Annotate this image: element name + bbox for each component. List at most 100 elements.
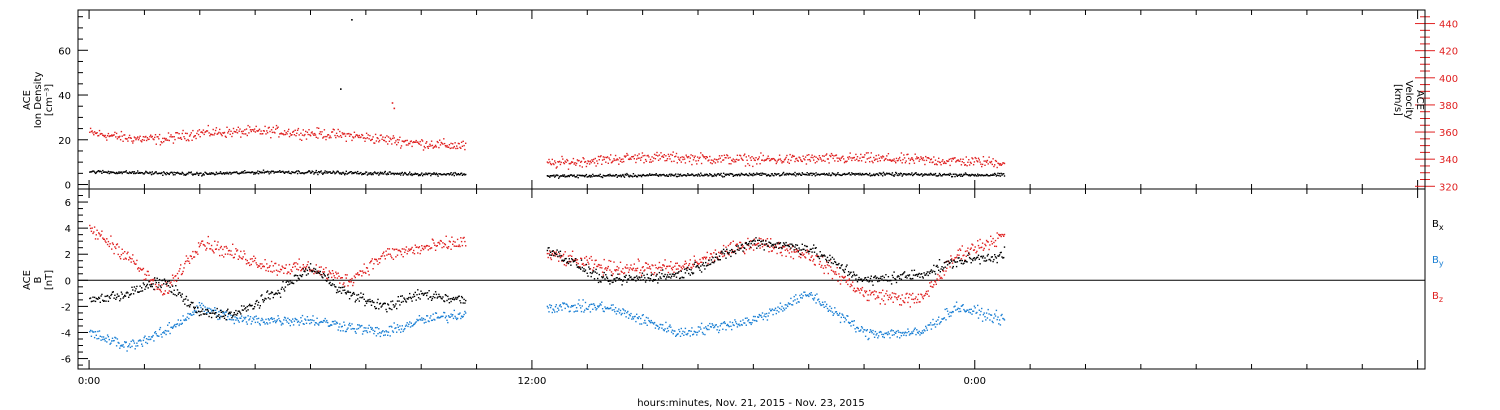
velocity-series-point bbox=[417, 142, 420, 145]
by-series-point bbox=[748, 321, 751, 324]
velocity-series-point bbox=[462, 140, 464, 142]
density-series-point bbox=[150, 173, 153, 176]
by-series-point bbox=[791, 304, 794, 306]
density-series-point bbox=[454, 171, 456, 174]
density-series-point bbox=[296, 170, 298, 172]
by-series-point bbox=[831, 311, 834, 313]
bx-series-point bbox=[296, 280, 298, 282]
bz-series-point bbox=[205, 249, 207, 251]
velocity-series-point bbox=[786, 154, 788, 157]
bx-series-point bbox=[670, 277, 672, 279]
density-series-point bbox=[342, 171, 344, 174]
by-series-point bbox=[901, 332, 903, 334]
bx-series-point bbox=[401, 295, 403, 297]
density-series-point bbox=[217, 172, 219, 175]
density-series-point bbox=[292, 171, 294, 174]
by-series-point bbox=[603, 310, 605, 313]
velocity-series-point bbox=[744, 165, 747, 167]
velocity-series-point bbox=[329, 135, 331, 137]
bz-series-point bbox=[785, 255, 787, 257]
density-series-point bbox=[692, 174, 695, 177]
by-series-point bbox=[683, 331, 686, 333]
velocity-series-point bbox=[413, 141, 416, 143]
by-series-point bbox=[713, 326, 716, 328]
velocity-series-point bbox=[929, 159, 932, 161]
velocity-series-point bbox=[782, 161, 785, 163]
by-series-point bbox=[357, 324, 359, 326]
velocity-series-point bbox=[646, 155, 648, 157]
by-series-point bbox=[378, 328, 380, 330]
velocity-series-point bbox=[393, 137, 395, 139]
density-series-point bbox=[370, 172, 372, 174]
velocity-series-point bbox=[318, 127, 320, 129]
by-series-point bbox=[764, 313, 766, 315]
by-series-point bbox=[106, 341, 108, 343]
bx-series-point bbox=[763, 249, 765, 251]
density-series-point bbox=[222, 172, 224, 175]
bz-series-point bbox=[691, 267, 693, 269]
by-series-point bbox=[893, 334, 895, 336]
bz-series-point bbox=[258, 265, 261, 267]
density-series-point bbox=[908, 173, 911, 175]
density-series-point bbox=[787, 174, 790, 176]
by-series-point bbox=[589, 311, 592, 313]
bz-series-point bbox=[586, 259, 588, 261]
by-series-point bbox=[860, 326, 863, 328]
by-series-point bbox=[322, 321, 324, 323]
bx-series-point bbox=[873, 276, 876, 278]
bx-series-point bbox=[823, 254, 825, 256]
bz-series-point bbox=[815, 255, 817, 257]
velocity-series-point bbox=[683, 156, 685, 158]
velocity-series-point bbox=[564, 160, 566, 162]
density-series-point bbox=[801, 172, 803, 174]
by-series-point bbox=[916, 331, 919, 334]
velocity-series-point bbox=[173, 136, 175, 138]
by-series-point bbox=[356, 328, 358, 330]
bz-series-point bbox=[697, 263, 700, 265]
bz-series-point bbox=[811, 255, 813, 257]
bz-series-point bbox=[614, 269, 616, 271]
bx-series-point bbox=[830, 258, 832, 260]
bx-series-point bbox=[348, 298, 351, 300]
by-series-point bbox=[771, 308, 773, 310]
velocity-series-point bbox=[196, 132, 198, 135]
by-series-point bbox=[946, 310, 949, 312]
bx-series-point bbox=[238, 310, 240, 312]
by-series-point bbox=[127, 346, 129, 348]
by-series-point bbox=[255, 315, 257, 317]
bx-series-point bbox=[217, 315, 219, 317]
velocity-series-point bbox=[271, 131, 274, 134]
by-series-point bbox=[821, 301, 824, 303]
bx-series-point bbox=[111, 293, 113, 295]
bz-series-point bbox=[931, 286, 933, 288]
velocity-series-point bbox=[882, 155, 884, 157]
density-series-point bbox=[439, 173, 441, 175]
bz-series-point bbox=[270, 260, 273, 263]
by-series-point bbox=[918, 330, 920, 333]
bx-series-point bbox=[666, 274, 669, 276]
velocity-series-point bbox=[744, 153, 746, 155]
by-series-point bbox=[690, 330, 692, 332]
bx-series-point bbox=[611, 281, 613, 284]
velocity-series-point bbox=[785, 156, 787, 159]
density-series-point bbox=[876, 173, 878, 175]
bx-series-point bbox=[159, 285, 162, 287]
velocity-series-point bbox=[349, 133, 352, 135]
velocity-series-point bbox=[563, 162, 566, 165]
density-series-point bbox=[925, 173, 927, 176]
velocity-series-point bbox=[754, 159, 756, 162]
by-series-point bbox=[580, 310, 583, 313]
velocity-series-point bbox=[368, 138, 370, 140]
bz-series-point bbox=[115, 244, 118, 246]
by-series-point bbox=[429, 317, 431, 319]
velocity-series-point bbox=[249, 126, 251, 128]
bx-series-point bbox=[201, 308, 204, 310]
by-series-point bbox=[142, 339, 145, 342]
density-series-point bbox=[839, 174, 841, 176]
bz-series-point bbox=[941, 277, 943, 280]
bz-series-point bbox=[129, 257, 132, 260]
bx-series-point bbox=[674, 273, 676, 276]
velocity-series-point bbox=[276, 127, 278, 129]
density-series-point bbox=[871, 174, 873, 177]
bx-series bbox=[89, 237, 1006, 321]
